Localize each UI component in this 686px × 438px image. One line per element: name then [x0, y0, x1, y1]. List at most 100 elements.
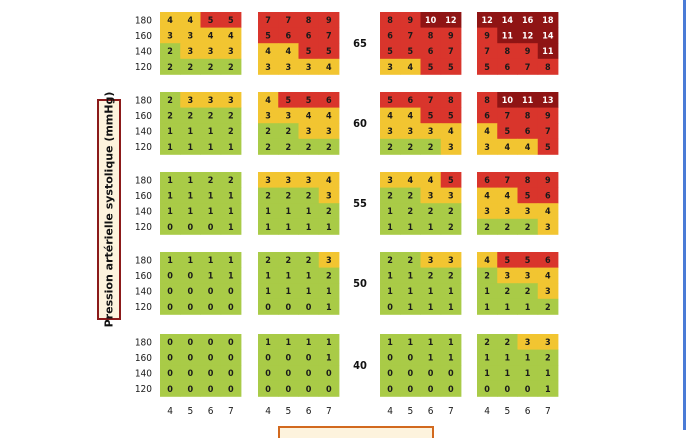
- risk-value: 0: [188, 385, 194, 395]
- risk-value: 1: [408, 272, 414, 282]
- risk-value: 3: [387, 63, 393, 73]
- risk-cell: [258, 334, 279, 350]
- risk-value: 2: [484, 338, 490, 348]
- risk-value: 0: [525, 385, 531, 395]
- risk-cell: [497, 203, 518, 220]
- risk-value: 7: [484, 47, 490, 57]
- y-tick-label: 160: [135, 111, 152, 122]
- risk-cell: [477, 58, 498, 75]
- risk-value: 0: [387, 369, 393, 379]
- risk-value: 6: [505, 63, 511, 73]
- risk-value: 1: [188, 192, 194, 202]
- risk-value: 1: [228, 192, 234, 202]
- risk-value: 2: [326, 272, 332, 282]
- risk-value: 0: [228, 303, 234, 313]
- risk-cell: [258, 27, 279, 44]
- risk-cell: [200, 380, 222, 397]
- x-tick-label: 6: [525, 406, 531, 417]
- risk-cell: [537, 58, 559, 75]
- risk-value: 5: [505, 256, 511, 266]
- risk-cell: [200, 92, 222, 108]
- risk-cell: [220, 334, 242, 350]
- risk-value: 2: [505, 223, 511, 233]
- risk-value: 3: [306, 176, 312, 186]
- risk-cell: [380, 123, 401, 140]
- risk-value: 0: [484, 385, 490, 395]
- risk-cell: [298, 203, 320, 220]
- risk-value: 0: [265, 354, 271, 364]
- risk-cell: [420, 283, 442, 300]
- x-tick-label: 7: [228, 406, 234, 417]
- risk-cell: [420, 187, 442, 204]
- risk-value: 1: [505, 303, 511, 313]
- risk-value: 2: [167, 96, 173, 106]
- risk-cell: [318, 27, 340, 44]
- risk-cell: [537, 203, 559, 220]
- risk-value: 12: [522, 32, 533, 42]
- risk-value: 2: [286, 143, 292, 153]
- risk-value: 5: [208, 16, 214, 26]
- risk-value: 0: [167, 338, 173, 348]
- risk-value: 3: [525, 207, 531, 217]
- risk-value: 3: [208, 47, 214, 57]
- risk-cell: [180, 365, 201, 382]
- risk-cell: [160, 349, 181, 366]
- risk-cell: [400, 380, 421, 397]
- risk-cell: [497, 298, 518, 315]
- risk-value: 1: [525, 354, 531, 364]
- risk-value: 1: [448, 354, 454, 364]
- risk-cell: [440, 172, 462, 188]
- y-tick-label: 140: [135, 127, 152, 138]
- risk-cell: [200, 123, 222, 140]
- risk-cell: [318, 187, 340, 204]
- risk-cell: [180, 349, 201, 366]
- risk-cell: [298, 123, 320, 140]
- risk-value: 2: [525, 287, 531, 297]
- risk-cell: [180, 92, 201, 108]
- risk-cell: [298, 218, 320, 235]
- risk-cell: [400, 107, 421, 124]
- risk-value: 8: [525, 112, 531, 122]
- risk-value: 5: [505, 127, 511, 137]
- risk-cell: [380, 107, 401, 124]
- risk-value: 1: [428, 223, 434, 233]
- risk-value: 0: [306, 354, 312, 364]
- risk-value: 2: [265, 143, 271, 153]
- risk-value: 3: [188, 96, 194, 106]
- risk-value: 0: [387, 354, 393, 364]
- risk-value: 3: [286, 176, 292, 186]
- risk-value: 0: [408, 369, 414, 379]
- risk-cell: [318, 334, 340, 350]
- risk-value: 3: [265, 112, 271, 122]
- risk-cell: [278, 349, 299, 366]
- risk-cell: [220, 187, 242, 204]
- risk-cell: [298, 298, 320, 315]
- risk-cell: [400, 349, 421, 366]
- risk-value: 0: [306, 385, 312, 395]
- y-tick-label: 140: [135, 369, 152, 380]
- x-tick-label: 4: [167, 406, 173, 417]
- risk-value: 1: [208, 207, 214, 217]
- risk-value: 0: [286, 303, 292, 313]
- risk-value: 3: [448, 143, 454, 153]
- risk-value: 3: [286, 63, 292, 73]
- risk-value: 0: [208, 223, 214, 233]
- risk-value: 5: [265, 32, 271, 42]
- risk-value: 1: [265, 207, 271, 217]
- risk-cell: [160, 365, 181, 382]
- risk-value: 4: [188, 16, 194, 26]
- risk-value: 1: [545, 369, 551, 379]
- risk-value: 2: [265, 256, 271, 266]
- risk-cell: [400, 298, 421, 315]
- y-tick-label: 120: [135, 302, 152, 313]
- risk-cell: [380, 218, 401, 235]
- risk-value: 5: [387, 47, 393, 57]
- risk-cell: [380, 283, 401, 300]
- y-tick-label: 180: [135, 337, 152, 348]
- risk-cell: [200, 12, 222, 28]
- risk-cell: [497, 43, 518, 60]
- risk-value: 2: [286, 256, 292, 266]
- risk-value: 2: [448, 223, 454, 233]
- risk-cell: [220, 298, 242, 315]
- risk-value: 1: [484, 303, 490, 313]
